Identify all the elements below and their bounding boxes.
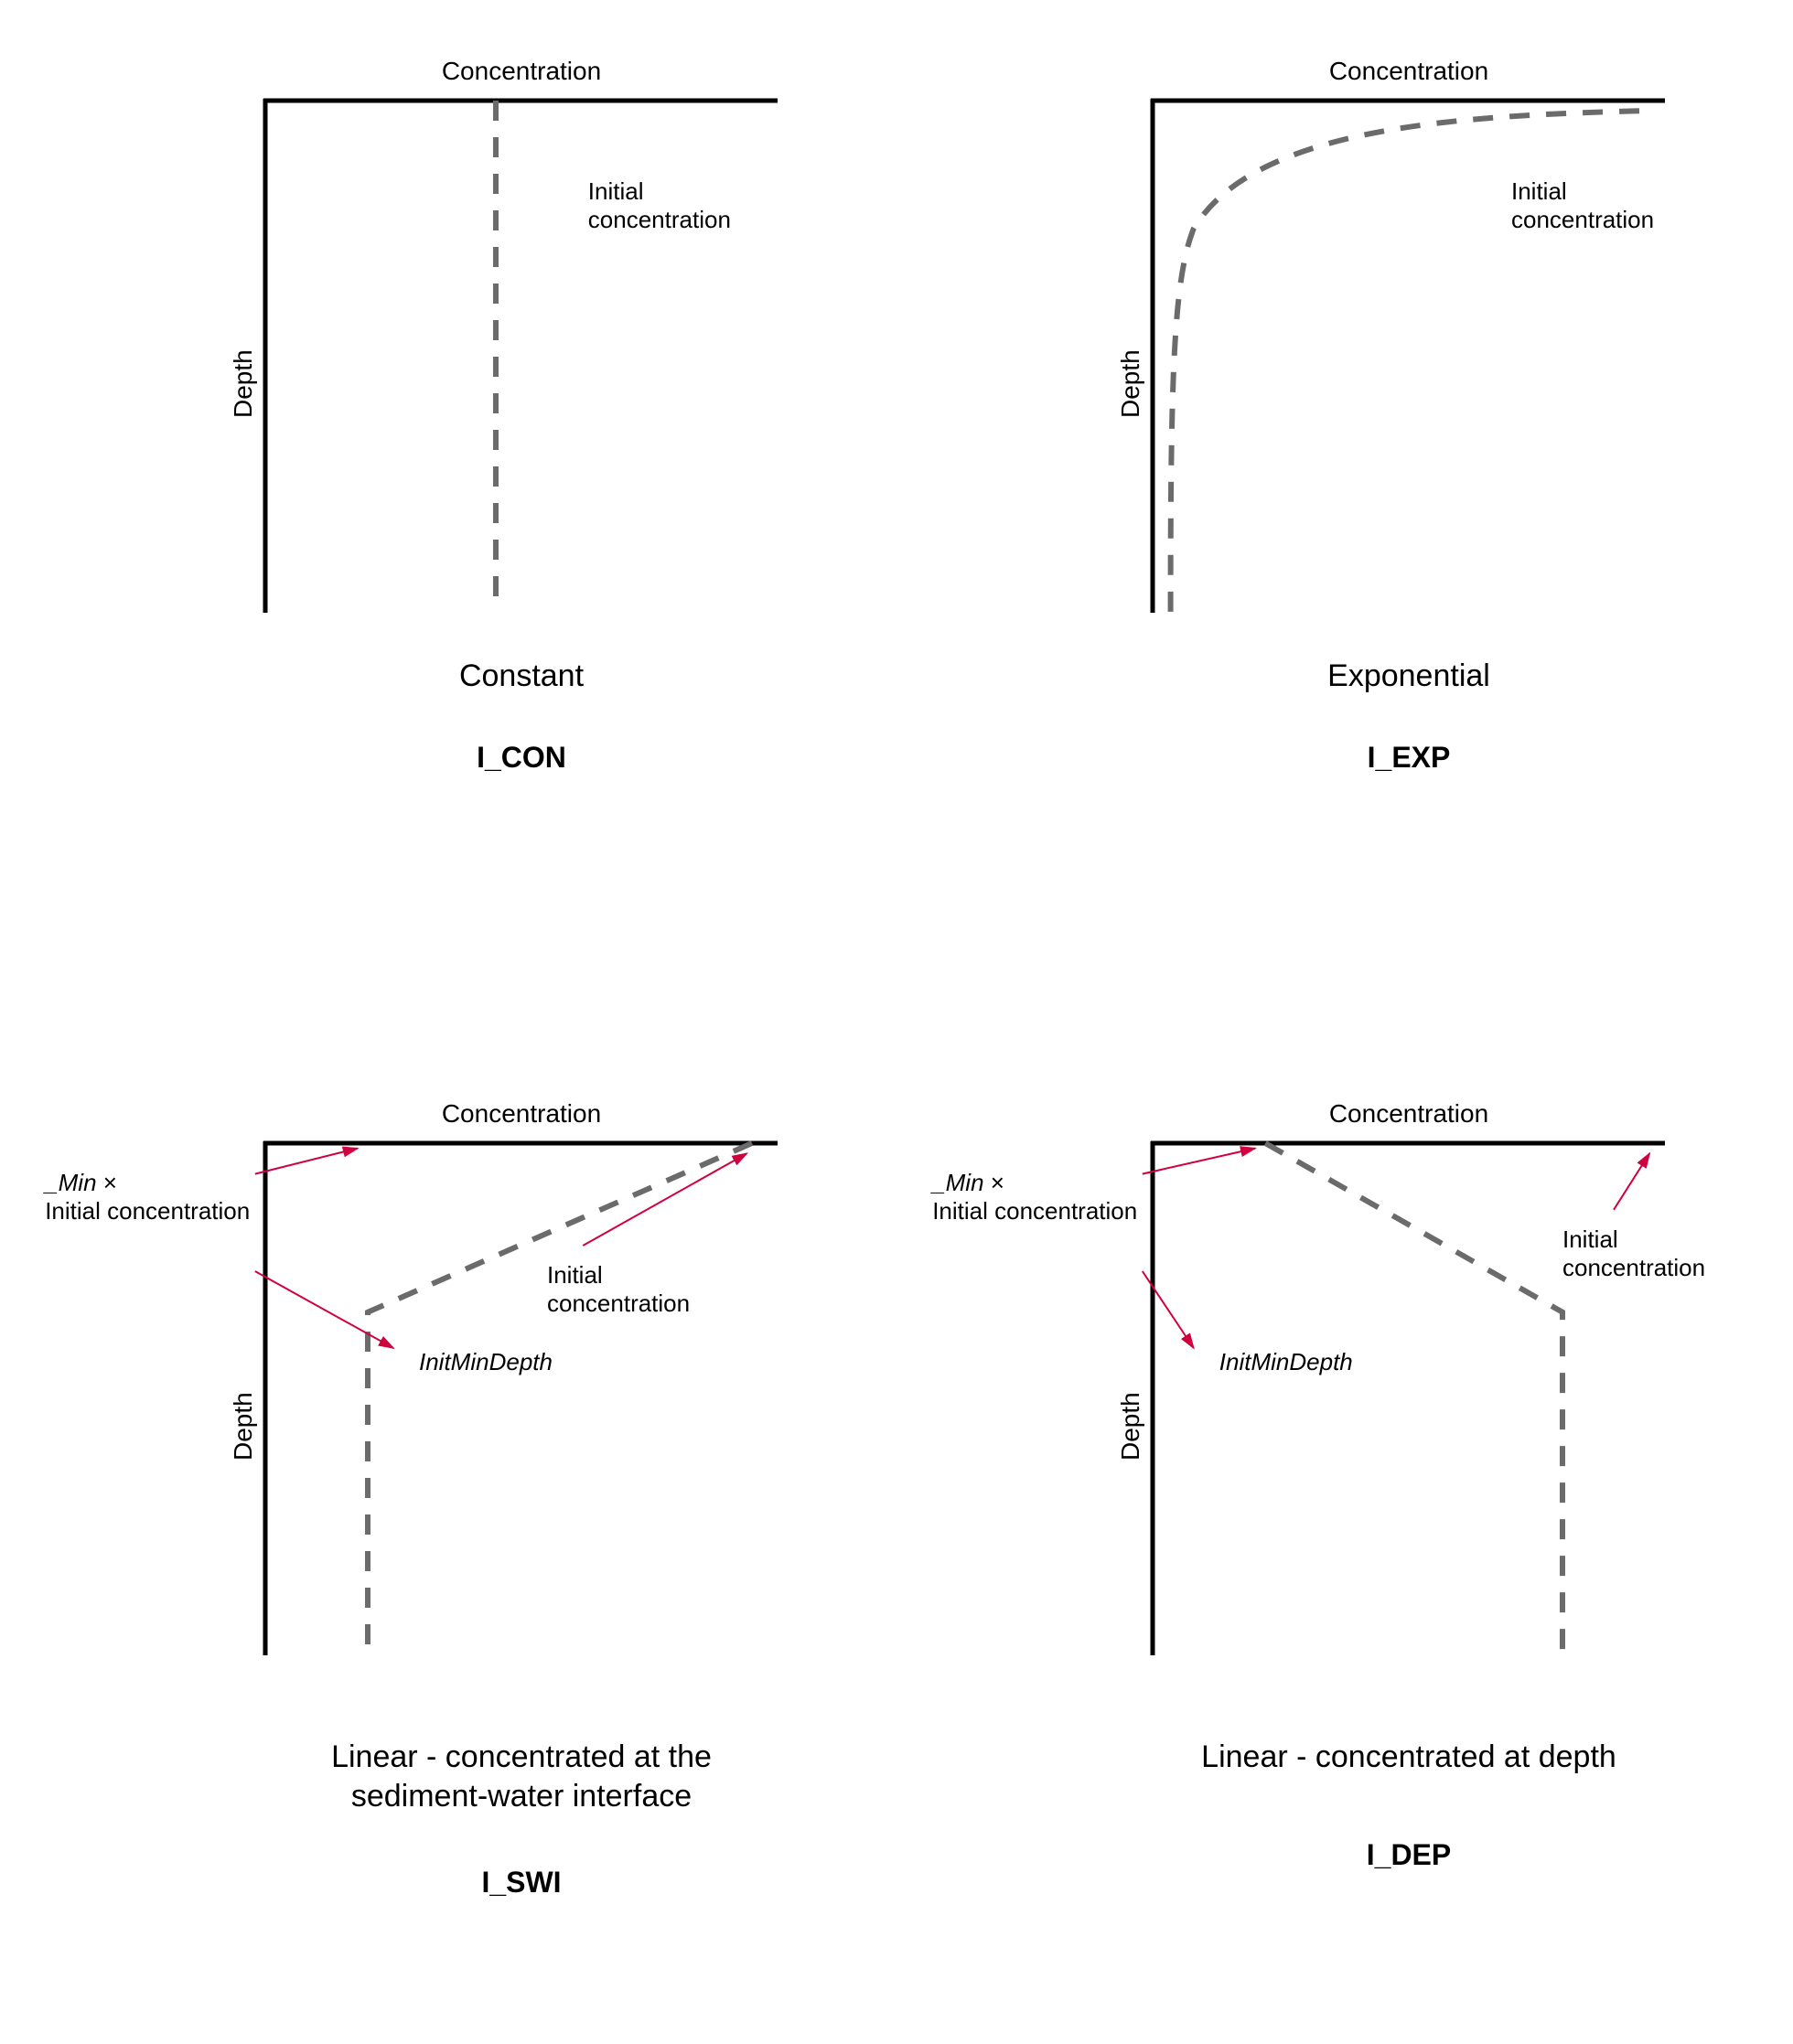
annotation-text: Initial concentration (1511, 177, 1654, 234)
annotation-text: InitMinDepth (1219, 1348, 1353, 1376)
panel-title: Exponential (1043, 658, 1775, 694)
annotation-arrow (1614, 1153, 1649, 1210)
panel-exponential: ConcentrationDepthInitial concentrationE… (924, 37, 1747, 860)
annotation-text: _Min × Initial concentration (932, 1169, 1137, 1225)
annotation-arrow (1143, 1271, 1194, 1348)
y-axis-label: Depth (1116, 349, 1145, 418)
y-axis-label: Depth (1116, 1392, 1145, 1461)
x-axis-label: Concentration (265, 1099, 778, 1129)
annotation-text: Initial concentration (588, 177, 731, 234)
panel-title: Constant (156, 658, 887, 694)
x-axis-label: Concentration (1153, 1099, 1665, 1129)
annotation-text: Initial concentration (1562, 1225, 1705, 1282)
panel-code: I_DEP (1043, 1838, 1775, 1872)
panel-code: I_SWI (156, 1866, 887, 1900)
annotation-text: _Min × Initial concentration (45, 1169, 250, 1225)
y-axis-label: Depth (229, 1392, 258, 1461)
panel-code: I_CON (156, 741, 887, 775)
panel-code: I_EXP (1043, 741, 1775, 775)
profile-curve (368, 1143, 752, 1655)
panel-title: Linear - concentrated at depth (1043, 1738, 1775, 1777)
annotation-arrow (255, 1149, 358, 1174)
plot-svg (37, 37, 860, 860)
plot-svg (924, 37, 1747, 860)
panel-linear_swi: Concentration Depth _Min × Initial concent… (37, 1079, 860, 1902)
panel-linear_dep: Concentration Depth _Min × Initial concent… (924, 1079, 1747, 1902)
x-axis-label: Concentration (1153, 57, 1665, 86)
panel-title: Linear - concentrated at the sediment-wa… (156, 1738, 887, 1815)
y-axis-label: Depth (229, 349, 258, 418)
x-axis-label: Concentration (265, 57, 778, 86)
annotation-arrow (583, 1153, 746, 1246)
annotation-text: InitMinDepth (419, 1348, 553, 1376)
panel-constant: ConcentrationDepthInitial concentrationC… (37, 37, 860, 860)
annotation-text: Initial concentration (547, 1261, 690, 1318)
profile-curve (1265, 1143, 1562, 1655)
annotation-arrow (1143, 1149, 1255, 1174)
